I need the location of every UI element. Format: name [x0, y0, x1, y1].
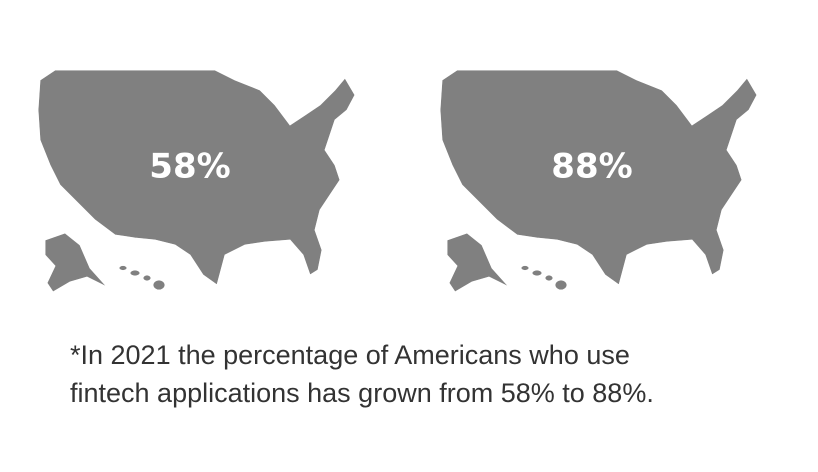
- maps: 58% 88%: [37, 69, 758, 293]
- us-map: 58%: [37, 69, 356, 293]
- percent-label: 58%: [149, 147, 230, 187]
- caption-line: *In 2021 the percentage of Americans who…: [70, 340, 630, 370]
- percent-label: 88%: [551, 147, 632, 187]
- caption-line: fintech applications has grown from 58% …: [70, 378, 654, 408]
- us-map: 88%: [439, 69, 758, 293]
